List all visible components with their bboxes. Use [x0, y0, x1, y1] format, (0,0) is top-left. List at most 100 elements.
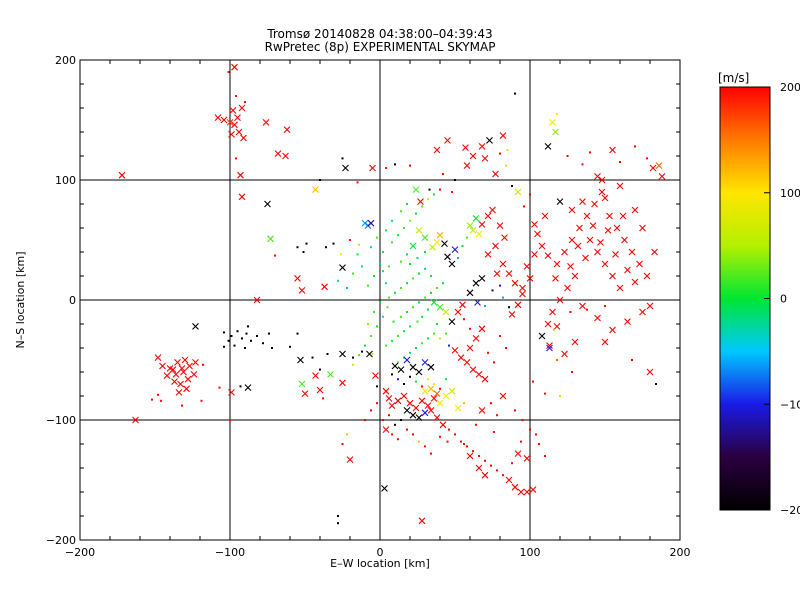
data-point-cross: [312, 186, 319, 193]
data-point-cross: [469, 152, 477, 160]
data-point-dot: [202, 363, 204, 366]
data-point-dot: [433, 383, 435, 385]
data-point-cross: [616, 284, 624, 292]
data-point-cross: [594, 314, 601, 322]
x-tick-label: −200: [65, 546, 95, 559]
data-point-cross: [418, 397, 426, 405]
data-point-cross: [598, 188, 606, 196]
data-point-cross: [244, 384, 252, 391]
data-point-cross: [474, 299, 481, 306]
data-point-cross: [561, 350, 568, 358]
data-point-dot: [604, 305, 606, 307]
data-point-dot: [352, 272, 354, 275]
data-point-dot: [352, 363, 354, 366]
data-point-dot: [571, 371, 573, 373]
data-point-dot: [382, 270, 384, 273]
data-point-dot: [451, 191, 453, 193]
data-point-dot: [511, 462, 513, 465]
data-point-cross: [601, 338, 609, 346]
data-point-cross: [403, 407, 411, 414]
data-point-dot: [356, 253, 359, 256]
data-point-cross: [514, 188, 522, 196]
data-point-cross: [646, 302, 654, 310]
data-point-dot: [409, 263, 411, 265]
colorbar-tick-label: −100: [780, 398, 800, 411]
data-point-dot: [586, 308, 588, 311]
data-point-dot: [521, 419, 524, 421]
data-point-dot: [406, 428, 408, 431]
data-point-cross: [616, 182, 624, 190]
data-point-cross: [517, 488, 525, 496]
colorbar-gradient: [719, 86, 771, 511]
data-point-dot: [619, 161, 621, 163]
data-point-dot: [391, 241, 393, 244]
data-point-cross: [639, 308, 646, 316]
data-point-dot: [499, 284, 501, 287]
data-point-cross: [421, 234, 429, 241]
data-point-cross: [267, 235, 274, 243]
data-point-dot: [160, 399, 162, 402]
data-point-cross: [472, 335, 480, 342]
data-point-cross: [342, 164, 349, 172]
data-point-dot: [409, 219, 411, 222]
data-point-cross: [171, 378, 178, 385]
data-point-cross: [415, 227, 423, 234]
data-point-dot: [151, 398, 153, 401]
y-tick-label: 100: [55, 174, 76, 187]
data-point-cross: [546, 342, 553, 349]
data-point-cross: [478, 221, 486, 228]
data-point-cross: [481, 471, 489, 479]
data-point-dot: [400, 315, 402, 318]
data-point-dot: [461, 245, 464, 247]
data-point-cross: [567, 263, 574, 270]
data-point-dot: [326, 353, 329, 355]
data-point-cross: [346, 456, 354, 463]
data-point-dot: [487, 351, 489, 354]
data-point-dot: [454, 179, 456, 181]
data-point-dot: [397, 335, 399, 337]
data-point-cross: [571, 338, 579, 346]
data-point-cross: [409, 411, 417, 419]
data-point-cross: [297, 356, 304, 364]
data-point-dot: [388, 414, 390, 417]
data-point-dot: [508, 306, 510, 309]
data-point-dot: [463, 443, 465, 445]
data-point-dot: [532, 380, 534, 383]
data-point-dot: [341, 443, 344, 445]
data-point-dot: [491, 289, 494, 292]
data-point-dot: [427, 378, 429, 381]
data-point-cross: [643, 272, 651, 280]
data-point-dot: [589, 151, 591, 154]
data-point-cross: [579, 198, 586, 205]
data-point-cross: [427, 407, 435, 414]
y-tick-label: 0: [69, 294, 76, 307]
data-point-cross: [418, 517, 426, 525]
data-point-cross: [406, 399, 414, 407]
data-point-cross: [186, 362, 193, 370]
data-point-dot: [376, 325, 378, 328]
data-point-cross: [469, 366, 477, 373]
data-point-dot: [337, 515, 339, 517]
data-point-cross: [466, 452, 474, 460]
data-point-cross: [501, 234, 508, 241]
data-point-cross: [519, 284, 526, 292]
data-point-dot: [367, 323, 369, 325]
data-point-dot: [499, 335, 501, 337]
data-point-dot: [475, 423, 477, 426]
data-point-dot: [406, 253, 408, 256]
data-point-cross: [556, 296, 564, 304]
data-point-dot: [394, 163, 396, 166]
data-point-dot: [302, 251, 305, 253]
data-point-cross: [462, 144, 469, 151]
data-point-cross: [274, 150, 282, 157]
data-point-dot: [505, 347, 507, 349]
data-point-dot: [223, 345, 225, 348]
data-point-cross: [454, 308, 462, 316]
data-point-cross: [421, 387, 429, 395]
data-point-dot: [496, 469, 498, 472]
data-point-cross: [481, 155, 489, 162]
data-point-cross: [631, 206, 639, 214]
data-point-dot: [421, 385, 423, 388]
data-point-dot: [445, 332, 447, 335]
data-point-dot: [496, 414, 498, 417]
